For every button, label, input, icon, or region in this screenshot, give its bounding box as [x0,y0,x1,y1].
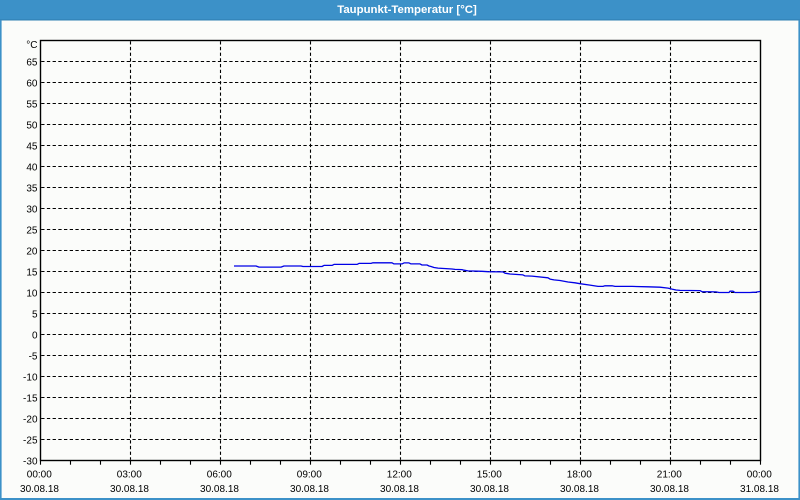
svg-text:03:00: 03:00 [117,469,142,480]
svg-text:30.08.18: 30.08.18 [20,484,59,495]
svg-text:15:00: 15:00 [477,469,502,480]
svg-text:65: 65 [26,58,38,69]
svg-text:18:00: 18:00 [567,469,592,480]
svg-text:09:00: 09:00 [297,469,322,480]
svg-text:-30: -30 [23,457,38,468]
svg-text:00:00: 00:00 [27,469,52,480]
svg-text:40: 40 [26,163,38,174]
svg-text:06:00: 06:00 [207,469,232,480]
svg-text:45: 45 [26,142,38,153]
svg-text:30.08.18: 30.08.18 [650,484,689,495]
svg-text:-20: -20 [23,415,38,426]
svg-text:30.08.18: 30.08.18 [290,484,329,495]
svg-text:55: 55 [26,100,38,111]
svg-text:-10: -10 [23,373,38,384]
svg-text:30.08.18: 30.08.18 [110,484,149,495]
svg-text:30.08.18: 30.08.18 [200,484,239,495]
svg-text:30: 30 [26,205,38,216]
svg-text:12:00: 12:00 [387,469,412,480]
svg-text:60: 60 [26,79,38,90]
svg-text:10: 10 [26,289,38,300]
svg-text:50: 50 [26,121,38,132]
svg-text:5: 5 [32,310,38,321]
svg-text:0: 0 [32,331,38,342]
svg-text:20: 20 [26,247,38,258]
svg-text:35: 35 [26,184,38,195]
svg-text:31.08.18: 31.08.18 [740,484,779,495]
svg-text:21:00: 21:00 [657,469,682,480]
svg-text:15: 15 [26,268,38,279]
svg-text:25: 25 [26,226,38,237]
svg-text:30.08.18: 30.08.18 [380,484,419,495]
svg-text:°C: °C [26,40,37,51]
svg-text:-25: -25 [23,436,38,447]
svg-text:30.08.18: 30.08.18 [560,484,599,495]
svg-text:Taupunkt-Temperatur [°C]: Taupunkt-Temperatur [°C] [337,4,477,16]
svg-text:30.08.18: 30.08.18 [470,484,509,495]
svg-text:00:00: 00:00 [747,469,772,480]
svg-text:-15: -15 [23,394,38,405]
svg-text:-5: -5 [29,352,38,363]
